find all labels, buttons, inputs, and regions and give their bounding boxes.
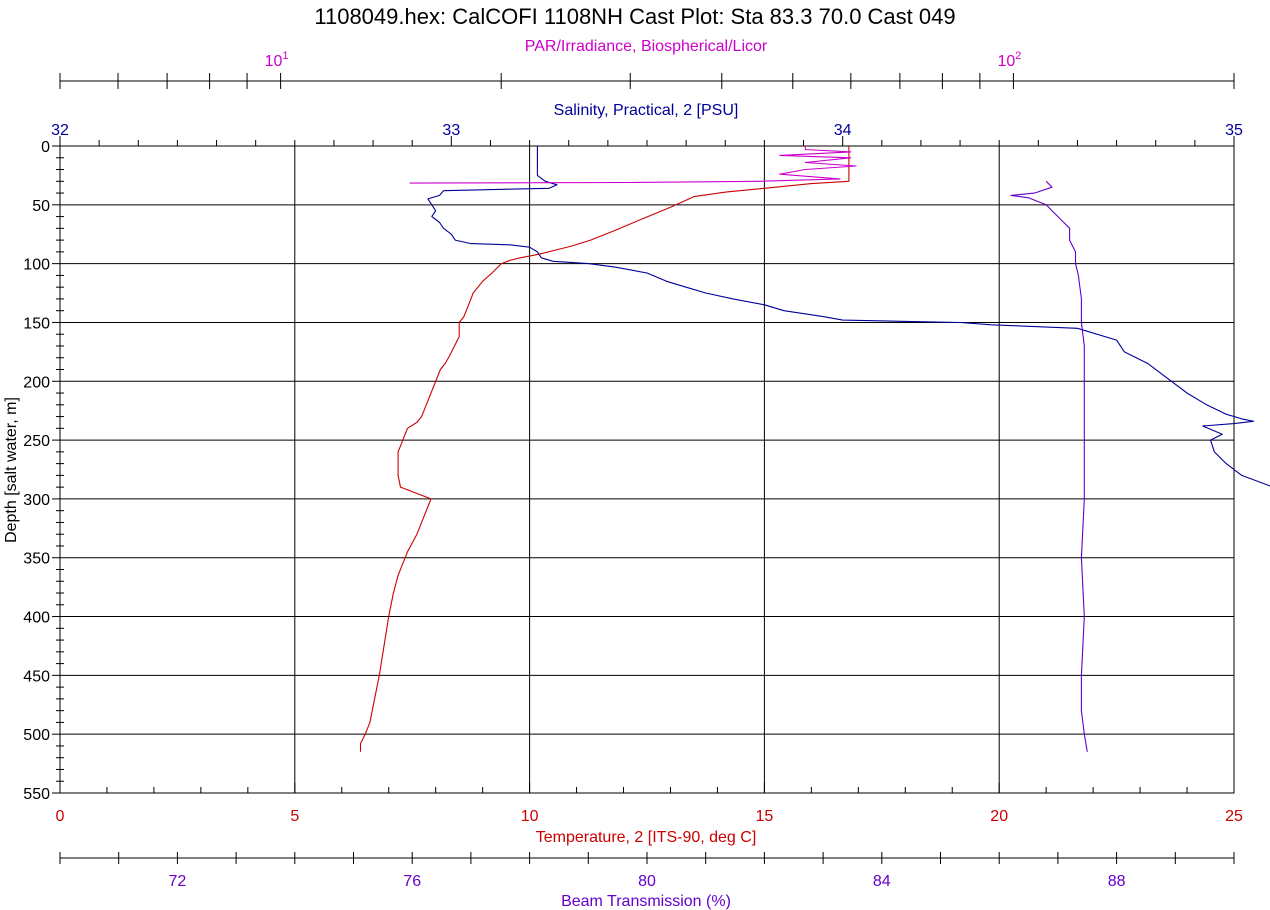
par-tick-label: 101 [265,50,289,70]
depth-tick-label: 500 [23,727,50,744]
temperature-profile-line [359,146,850,752]
series-layer [359,146,1270,752]
salinity-tick-label: 34 [834,122,852,139]
beam-tick-label: 88 [1108,873,1126,890]
depth-tick-label: 250 [23,433,50,450]
salinity-tick-label: 35 [1225,122,1243,139]
temperature-tick-label: 10 [521,808,539,825]
depth-tick-label: 550 [23,786,50,803]
depth-axis-label: Depth [salt water, m] [3,397,20,543]
beam-tick-label: 72 [169,873,187,890]
temperature-tick-label: 0 [56,808,65,825]
temperature-tick-label: 25 [1225,808,1243,825]
salinity-profile-line [427,146,1270,487]
par-tick-label: 102 [997,50,1021,70]
temperature-tick-label: 20 [990,808,1008,825]
par-profile-line [409,146,857,184]
plot-frame [59,145,1235,794]
chart-title: 1108049.hex: CalCOFI 1108NH Cast Plot: S… [314,4,955,29]
par-axis-label: PAR/Irradiance, Biospherical/Licor [525,38,768,55]
depth-tick-label: 200 [23,374,50,391]
depth-tick-label: 50 [32,198,50,215]
beam-tick-label: 84 [873,873,891,890]
depth-tick-label: 0 [41,139,50,156]
beam-tick-label: 76 [403,873,421,890]
salinity-tick-label: 32 [51,122,69,139]
depth-tick-label: 350 [23,551,50,568]
beam-profile-line [1010,180,1088,752]
grid-lines [60,146,1234,793]
beam-axis-label: Beam Transmission (%) [561,893,731,910]
temperature-tick-label: 5 [290,808,299,825]
temperature-tick-label: 15 [756,808,774,825]
depth-tick-label: 150 [23,315,50,332]
beam-tick-label: 80 [638,873,656,890]
axes-layer: 0 50 100 150 200 250 300 350 400 450 500 550 0 5 10 15 2… [23,50,1243,890]
depth-tick-label: 400 [23,610,50,627]
depth-tick-label: 300 [23,492,50,509]
temperature-axis-label: Temperature, 2 [ITS-90, deg C] [536,829,757,846]
salinity-tick-label: 33 [442,122,460,139]
depth-tick-label: 450 [23,668,50,685]
depth-tick-label: 100 [23,257,50,274]
salinity-axis-label: Salinity, Practical, 2 [PSU] [554,102,739,119]
